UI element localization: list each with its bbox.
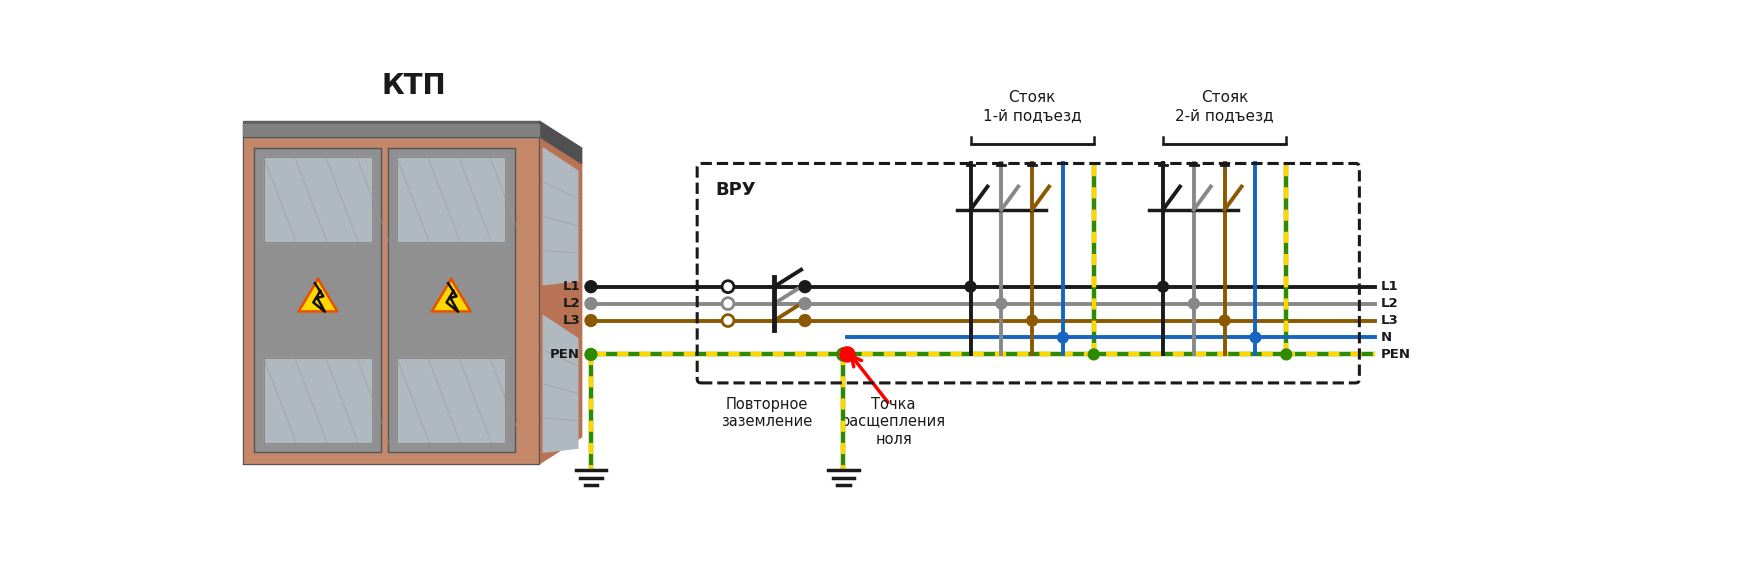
Circle shape: [723, 315, 733, 327]
Text: Стояк
1-й подъезд: Стояк 1-й подъезд: [982, 91, 1082, 123]
Circle shape: [1189, 298, 1200, 309]
Text: PEN: PEN: [551, 348, 581, 361]
Polygon shape: [538, 136, 582, 464]
Polygon shape: [242, 121, 538, 136]
Text: L3: L3: [563, 314, 581, 327]
Circle shape: [723, 298, 733, 309]
Circle shape: [1219, 315, 1230, 326]
Polygon shape: [396, 158, 505, 242]
Polygon shape: [396, 358, 505, 443]
Circle shape: [1280, 349, 1291, 360]
Circle shape: [1087, 349, 1100, 360]
Circle shape: [723, 281, 733, 293]
Circle shape: [1158, 281, 1168, 292]
Circle shape: [965, 281, 975, 292]
Text: PEN: PEN: [1380, 348, 1410, 361]
Circle shape: [800, 281, 810, 293]
Polygon shape: [431, 279, 470, 312]
Polygon shape: [242, 136, 538, 464]
Circle shape: [800, 298, 810, 309]
Text: L2: L2: [1380, 297, 1398, 310]
Circle shape: [1251, 332, 1261, 343]
Text: N: N: [1380, 331, 1393, 344]
Text: L1: L1: [563, 280, 581, 293]
Circle shape: [996, 298, 1007, 309]
Circle shape: [1058, 332, 1068, 343]
Text: L1: L1: [1380, 280, 1398, 293]
Polygon shape: [544, 148, 577, 285]
Polygon shape: [263, 358, 372, 443]
Circle shape: [840, 347, 854, 362]
Text: Точка
расщепления
ноля: Точка расщепления ноля: [840, 397, 945, 446]
Polygon shape: [254, 148, 381, 452]
Polygon shape: [298, 279, 337, 312]
Polygon shape: [544, 316, 577, 452]
Circle shape: [838, 348, 849, 360]
Circle shape: [586, 281, 596, 293]
Circle shape: [586, 348, 596, 360]
Circle shape: [586, 315, 596, 327]
Text: Стояк
2-й подъезд: Стояк 2-й подъезд: [1175, 91, 1273, 123]
Text: L2: L2: [563, 297, 581, 310]
Text: ВРУ: ВРУ: [716, 181, 756, 199]
Polygon shape: [263, 158, 372, 242]
Circle shape: [1026, 315, 1038, 326]
Polygon shape: [538, 121, 582, 163]
Text: Повторное
заземление: Повторное заземление: [721, 397, 812, 429]
Circle shape: [586, 298, 596, 309]
Circle shape: [800, 315, 810, 327]
Polygon shape: [388, 148, 514, 452]
Text: L3: L3: [1380, 314, 1398, 327]
Polygon shape: [242, 124, 538, 136]
Text: КТП: КТП: [382, 72, 447, 100]
